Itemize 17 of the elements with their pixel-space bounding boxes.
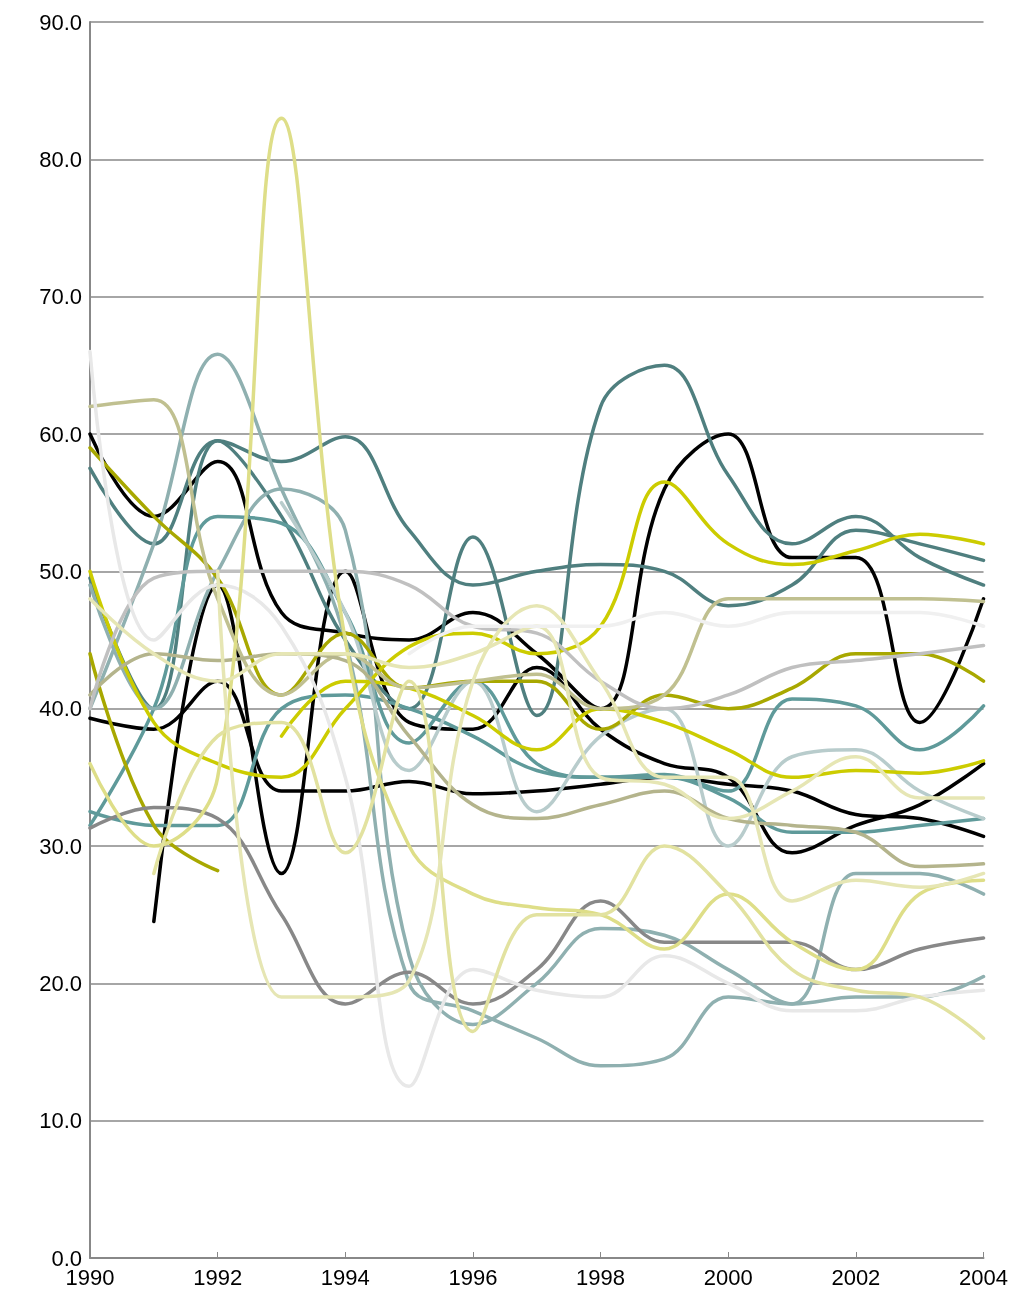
y-tick-label: 20.0 <box>39 970 82 996</box>
x-tick-label: 1998 <box>576 1264 626 1290</box>
y-tick-label: 30.0 <box>39 833 82 859</box>
x-tick-label: 1992 <box>193 1264 243 1290</box>
x-tick-label: 2002 <box>831 1264 881 1290</box>
x-tick-label: 2004 <box>959 1264 1009 1290</box>
x-tick-label: 1996 <box>448 1264 498 1290</box>
y-tick-label: 10.0 <box>39 1108 82 1134</box>
x-tick-label: 2000 <box>703 1264 753 1290</box>
x-tick-label: 1994 <box>320 1264 370 1290</box>
y-tick-label: 40.0 <box>39 696 82 722</box>
y-tick-label: 80.0 <box>39 146 82 172</box>
y-tick-label: 50.0 <box>39 558 82 584</box>
y-tick-label: 70.0 <box>39 284 82 310</box>
y-tick-label: 90.0 <box>39 9 82 35</box>
y-tick-label: 0.0 <box>51 1245 82 1271</box>
y-tick-label: 60.0 <box>39 421 82 447</box>
